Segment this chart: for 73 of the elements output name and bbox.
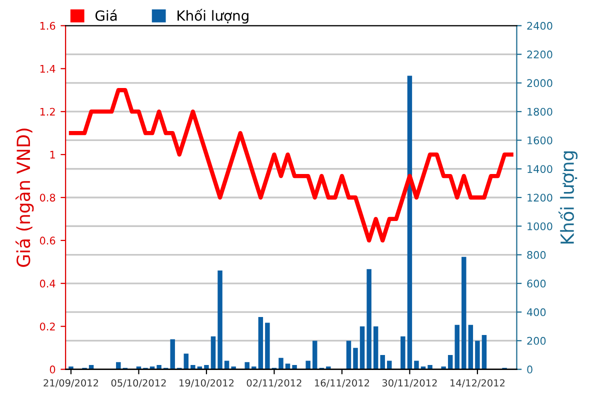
y-tick-label: 0.2 bbox=[40, 322, 55, 330]
bar bbox=[68, 366, 74, 370]
x-tick-label: 19/10/2012 bbox=[180, 379, 234, 388]
bar bbox=[292, 365, 297, 370]
bar bbox=[380, 355, 385, 370]
x-tick-label: 21/09/2012 bbox=[44, 379, 98, 388]
legend-label: Giá bbox=[96, 10, 117, 21]
bar bbox=[428, 365, 432, 370]
bar bbox=[258, 317, 264, 370]
bar bbox=[210, 336, 216, 370]
y2-tick-label: 1000 bbox=[528, 222, 552, 230]
y-axis-title: Giá (ngàn VND) bbox=[16, 128, 34, 267]
bar bbox=[468, 324, 474, 370]
bar bbox=[475, 340, 480, 370]
y-tick-label: 0 bbox=[50, 366, 56, 374]
bar bbox=[482, 334, 487, 370]
y2-tick-label: 1400 bbox=[528, 165, 552, 173]
y2-tick-label: 400 bbox=[526, 308, 546, 316]
bar bbox=[448, 355, 453, 370]
y2-tick-label: 0 bbox=[527, 366, 532, 374]
y2-tick-label: 200 bbox=[527, 336, 546, 345]
y2-tick-label: 1800 bbox=[528, 108, 552, 116]
bar bbox=[244, 362, 250, 370]
bar bbox=[387, 360, 392, 370]
bar bbox=[306, 360, 310, 370]
y2-tick-label: 2000 bbox=[527, 79, 552, 88]
y2-tick-label: 2200 bbox=[527, 50, 552, 58]
x-tick-label: 30/11/2012 bbox=[382, 379, 437, 388]
bar bbox=[312, 340, 318, 370]
bar bbox=[360, 326, 365, 370]
y-tick-label: 1 bbox=[50, 150, 55, 158]
y-tick-label: 1.4 bbox=[40, 64, 56, 73]
bar bbox=[441, 366, 446, 370]
x-tick-label: 02/11/2012 bbox=[246, 379, 302, 388]
bar bbox=[353, 348, 358, 370]
legend-label: Khối lượng bbox=[178, 8, 248, 24]
line-series bbox=[68, 88, 514, 243]
bar bbox=[326, 366, 331, 370]
bar bbox=[204, 365, 209, 370]
bar bbox=[218, 270, 222, 370]
y2-tick-label: 600 bbox=[527, 280, 546, 288]
y2-tick-label: 2400 bbox=[527, 22, 552, 30]
y2-tick-label: 800 bbox=[527, 251, 546, 259]
bar bbox=[285, 364, 290, 370]
x-tick-label: 16/11/2012 bbox=[315, 379, 369, 388]
bar bbox=[184, 354, 189, 370]
bar bbox=[366, 269, 372, 370]
bar bbox=[454, 324, 460, 370]
y-tick-label: 1.6 bbox=[40, 22, 56, 30]
bar bbox=[156, 365, 162, 370]
bar bbox=[462, 256, 466, 370]
y-tick-label: 1.2 bbox=[40, 108, 55, 116]
y-tick-label: 0.4 bbox=[40, 280, 56, 288]
bar bbox=[265, 322, 270, 370]
bar bbox=[224, 360, 230, 370]
bar bbox=[190, 365, 196, 370]
x-tick-label: 05/10/2012 bbox=[111, 379, 166, 388]
y-tick-label: 0.8 bbox=[40, 194, 56, 202]
bar bbox=[407, 76, 412, 370]
y2-axis-title: Khối lượng bbox=[558, 151, 578, 244]
bar bbox=[170, 339, 175, 370]
bar bbox=[231, 366, 236, 370]
bar bbox=[400, 336, 406, 370]
x-tick-label: 14/12/2012 bbox=[450, 379, 504, 388]
y2-tick-label: 1200 bbox=[528, 194, 552, 202]
bar bbox=[346, 340, 352, 370]
bar bbox=[278, 358, 284, 370]
bar bbox=[252, 366, 256, 370]
bar bbox=[373, 326, 378, 370]
y2-tick-label: 1600 bbox=[528, 136, 552, 144]
bar bbox=[414, 360, 419, 370]
bar bbox=[116, 362, 121, 370]
y-tick-label: 0.6 bbox=[40, 236, 56, 245]
